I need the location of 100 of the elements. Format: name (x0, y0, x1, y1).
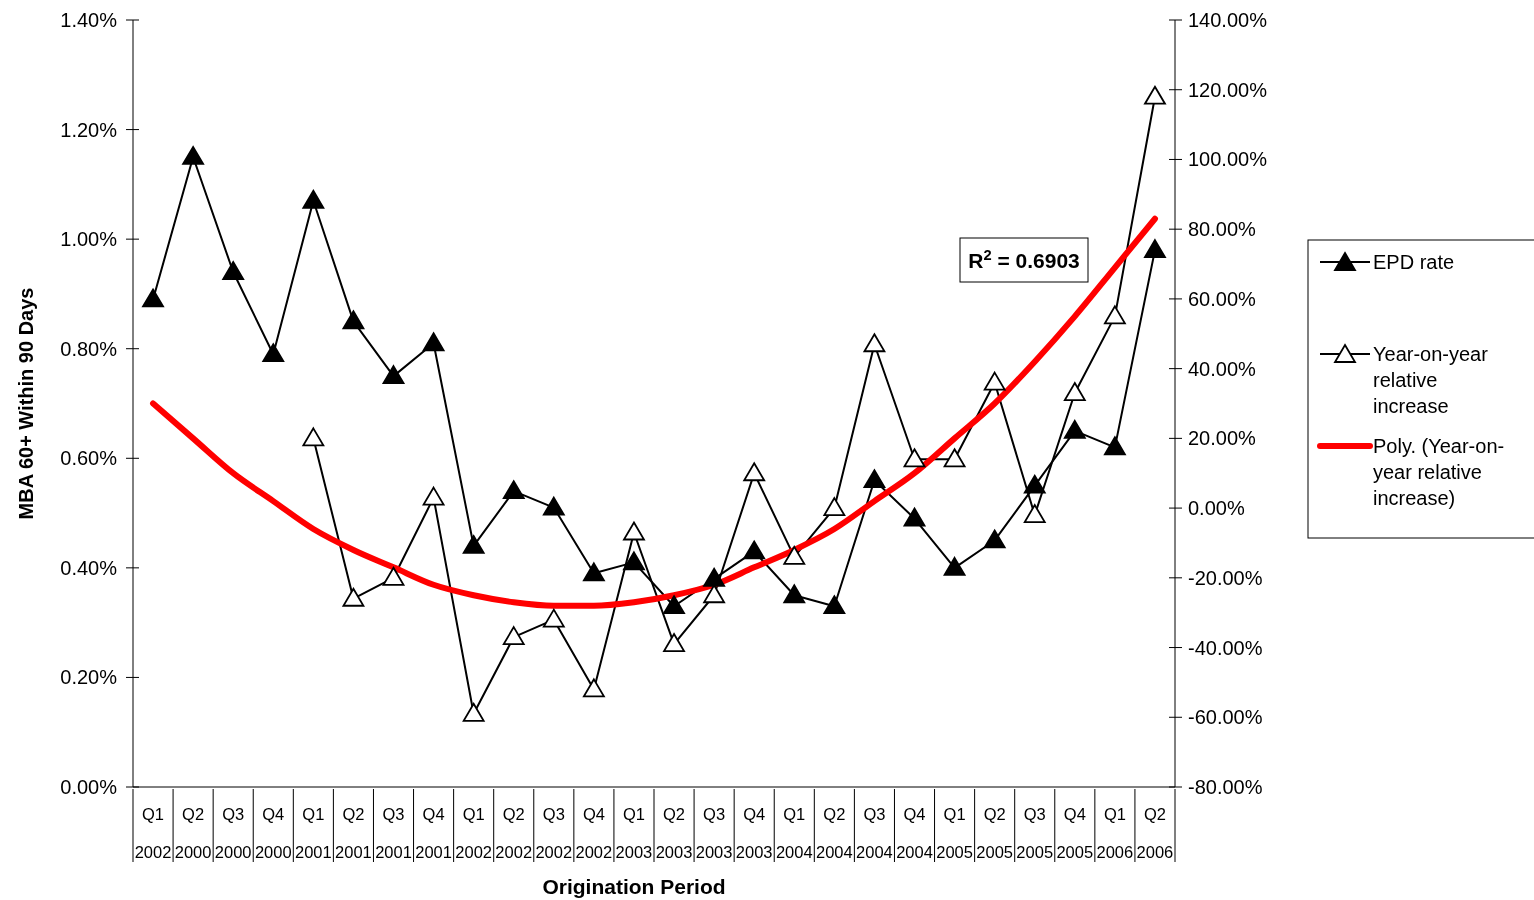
category-label: Q1 2003 (615, 805, 653, 861)
category-label: Q2 2003 (655, 805, 693, 861)
category-label: Q1 2001 (294, 805, 332, 861)
point (1144, 85, 1166, 105)
point (863, 333, 886, 353)
point (1063, 419, 1086, 439)
category-label: Q2 2005 (976, 805, 1014, 861)
point (623, 551, 645, 571)
point (1023, 474, 1046, 494)
y-axis-title: MBA 60+ Within 90 Days (15, 287, 37, 520)
category-label: Q1 2005 (936, 805, 973, 861)
point (783, 584, 806, 604)
category-label: Q3 2001 (375, 805, 412, 861)
y-tick-label: 1.00% (60, 228, 118, 251)
y2-tick-label: 120.00% (1188, 78, 1268, 101)
y-tick-label: 0.60% (60, 447, 118, 470)
point (382, 365, 405, 385)
y-tick-label: 0.40% (60, 556, 118, 579)
category-label: Q3 2004 (856, 805, 893, 861)
point (142, 288, 164, 308)
category-label: Q4 2002 (575, 805, 613, 861)
y2-tick-label: -40.00% (1188, 636, 1263, 659)
point (302, 189, 325, 209)
point (1103, 305, 1126, 325)
point (422, 486, 445, 506)
point (1063, 382, 1086, 401)
category-label: Q3 2003 (695, 805, 733, 861)
point (462, 702, 485, 722)
category-label: Q1 2002 (134, 805, 172, 861)
point (262, 343, 285, 363)
point (502, 626, 525, 645)
point (983, 371, 1006, 391)
category-label: Q3 2002 (535, 805, 573, 861)
point (462, 535, 485, 554)
category-label: Q2 2006 (1136, 805, 1174, 861)
point (1023, 504, 1046, 523)
category-label: Q1 2006 (1096, 805, 1134, 861)
point (542, 608, 565, 628)
point (943, 556, 966, 576)
legend-label: Year-on-year relative increase (1373, 343, 1489, 417)
category-label: Q4 2000 (254, 805, 292, 861)
x-axis-title: Origination Period (542, 875, 726, 898)
point (703, 567, 726, 587)
y2-tick-label: 80.00% (1188, 218, 1257, 241)
legend-label: EPD rate (1373, 251, 1455, 273)
category-label: Q3 2000 (214, 805, 252, 861)
point (663, 595, 685, 615)
point (542, 496, 565, 516)
point (863, 469, 886, 489)
category-label: Q4 2001 (415, 805, 452, 861)
point (903, 507, 926, 527)
category-label: Q3 2005 (1016, 805, 1054, 861)
point (663, 633, 685, 652)
y-tick-label: 0.00% (60, 776, 118, 798)
y2-tick-label: 20.00% (1188, 427, 1257, 450)
y2-tick-label: -80.00% (1188, 776, 1263, 798)
y2-tick-label: 60.00% (1188, 287, 1257, 310)
point (743, 462, 766, 482)
y-tick-label: 1.20% (60, 118, 118, 141)
point (783, 546, 806, 565)
category-label: Q1 2002 (455, 805, 493, 861)
point (903, 448, 926, 468)
point (182, 146, 205, 165)
point (502, 480, 525, 500)
y-tick-label: 1.40% (60, 9, 118, 31)
point (422, 332, 445, 352)
y2-tick-label: -20.00% (1188, 566, 1263, 589)
point (582, 562, 605, 582)
point (703, 584, 726, 604)
annotation: R$^{2}$ = 0.6903 (968, 247, 1080, 272)
y2-tick-label: 100.00% (1188, 148, 1268, 171)
point (983, 529, 1006, 549)
category-label: Q1 2004 (775, 805, 813, 861)
point (382, 566, 405, 586)
point (943, 448, 966, 468)
y2-tick-label: -60.00% (1188, 706, 1263, 729)
point (823, 595, 846, 615)
category-label: Q2 2001 (335, 805, 372, 861)
point (623, 521, 645, 541)
point (342, 587, 365, 607)
point (582, 678, 605, 698)
y-tick-label: 0.20% (60, 666, 118, 689)
category-label: Q4 2003 (735, 805, 773, 861)
point (1103, 436, 1126, 456)
point (823, 497, 846, 516)
category-label: Q2 2000 (174, 805, 212, 861)
point (302, 427, 325, 447)
point (743, 540, 766, 560)
y2-tick-label: 40.00% (1188, 357, 1257, 380)
point (222, 261, 245, 280)
category-label: Q4 2004 (896, 805, 933, 861)
y-tick-label: 0.80% (60, 337, 118, 360)
category-label: Q2 2004 (815, 805, 853, 861)
y2-tick-label: 140.00% (1188, 9, 1268, 31)
category-label: Q2 2002 (495, 805, 533, 861)
point (342, 310, 365, 330)
category-label: Q4 2005 (1056, 805, 1094, 861)
y2-tick-label: 0.00% (1188, 497, 1245, 520)
legend-label: Poly. (Year-on-year relative increase) (1373, 435, 1505, 509)
point (1144, 239, 1166, 258)
